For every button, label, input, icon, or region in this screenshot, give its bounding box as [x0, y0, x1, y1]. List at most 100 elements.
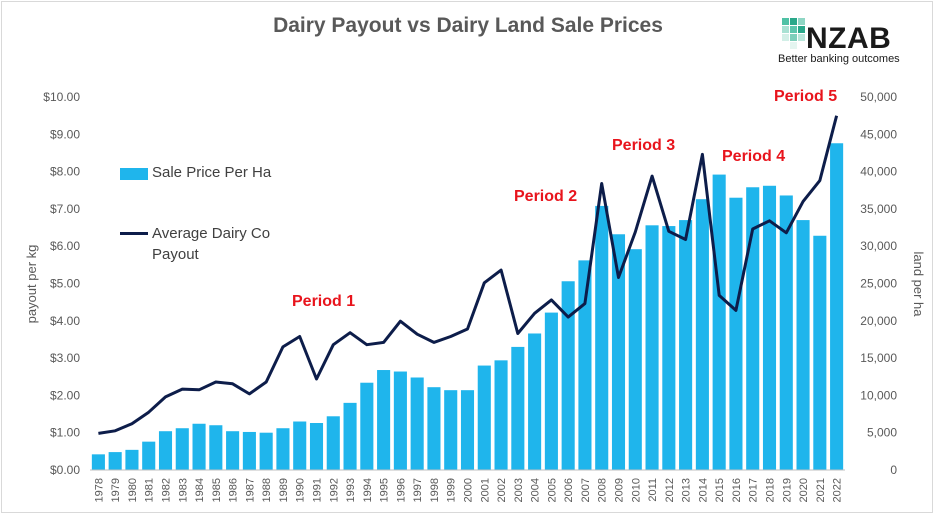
bar-2006 [561, 281, 575, 470]
bar-2019 [779, 195, 793, 471]
bar-1995 [377, 370, 391, 470]
x-tick-label: 2000 [463, 478, 475, 502]
bar-1983 [175, 428, 189, 470]
right-tick-label: 15,000 [860, 351, 897, 365]
x-tick-label: 2021 [815, 478, 827, 502]
left-tick-label: $3.00 [50, 351, 80, 365]
x-tick-label: 2005 [546, 478, 558, 502]
x-tick-label: 1988 [261, 478, 273, 502]
bar-2004 [528, 333, 542, 470]
bar-1989 [276, 428, 290, 470]
x-tick-label: 1999 [446, 478, 458, 502]
bar-1985 [209, 425, 223, 470]
right-tick-label: 20,000 [860, 314, 897, 328]
bar-1988 [259, 432, 273, 470]
bar-2020 [796, 220, 810, 470]
x-tick-label: 1984 [194, 478, 206, 502]
bar-1980 [125, 449, 139, 470]
x-tick-label: 1978 [93, 478, 105, 502]
x-tick-label: 1997 [412, 478, 424, 502]
bar-2014 [695, 199, 709, 470]
bar-1998 [427, 387, 441, 470]
x-tick-label: 1982 [161, 478, 173, 502]
bar-2012 [662, 226, 676, 470]
annotation-period-1: Period 1 [292, 293, 356, 310]
left-tick-label: $9.00 [50, 127, 80, 141]
x-tick-label: 2019 [781, 478, 793, 502]
x-tick-label: 1985 [211, 478, 223, 502]
x-tick-label: 1991 [312, 478, 324, 502]
x-tick-label: 2014 [697, 478, 709, 502]
left-tick-label: $7.00 [50, 202, 80, 216]
x-tick-label: 1995 [379, 478, 391, 502]
bar-series [91, 143, 844, 471]
left-tick-label: $8.00 [50, 165, 80, 179]
nzab-logo [782, 18, 805, 49]
bar-2018 [762, 185, 777, 471]
x-tick-label: 2008 [597, 478, 609, 502]
x-tick-label: 2007 [580, 478, 592, 502]
bar-2016 [729, 197, 743, 470]
annotation-period-5: Period 5 [774, 88, 838, 105]
x-tick-label: 1992 [328, 478, 340, 502]
bar-2008 [595, 205, 609, 470]
left-axis-title: payout per kg [24, 245, 39, 324]
right-tick-label: 10,000 [860, 388, 897, 402]
x-tick-label: 1993 [345, 478, 357, 502]
x-tick-label: 1990 [295, 478, 307, 502]
bar-1994 [360, 382, 374, 470]
logo-tagline: Better banking outcomes [778, 53, 900, 65]
axes: $0.00 $1.00 $2.00 $3.00 $4.00 $5.00 $6.00 $7.00… [24, 90, 926, 502]
x-tick-label: 1980 [127, 478, 139, 502]
bar-1993 [343, 402, 357, 470]
bar-2007 [578, 260, 592, 470]
x-tick-label: 1987 [244, 478, 256, 502]
bar-1979 [108, 452, 122, 470]
x-tick-label: 1996 [395, 478, 407, 502]
x-tick-label: 1979 [110, 478, 122, 502]
x-tick-label: 1981 [144, 478, 156, 502]
bar-1984 [192, 423, 206, 470]
legend-swatch-bars [120, 168, 148, 180]
bar-1981 [142, 441, 156, 470]
bar-2010 [628, 249, 642, 470]
right-tick-label: 0 [890, 463, 897, 477]
left-tick-label: $1.00 [50, 426, 80, 440]
x-tick-label: 2018 [765, 478, 777, 502]
annotation-period-3: Period 3 [612, 137, 676, 154]
bar-1999 [444, 390, 458, 470]
bar-2003 [511, 346, 525, 470]
bar-1991 [309, 423, 324, 470]
bar-1978 [91, 454, 105, 470]
bar-1986 [226, 431, 240, 470]
bar-2021 [813, 235, 827, 470]
chart-title: Dairy Payout vs Dairy Land Sale Prices [273, 14, 663, 37]
left-tick-label: $0.00 [50, 463, 80, 477]
legend-swatch-line [120, 232, 148, 235]
logo-mosaic-icon [782, 18, 805, 49]
bar-2005 [544, 312, 558, 470]
logo-wordmark: NZAB [806, 22, 892, 55]
right-tick-label: 30,000 [860, 239, 897, 253]
right-tick-label: 5,000 [867, 426, 897, 440]
x-tick-label: 2013 [681, 478, 693, 502]
x-tick-label: 2016 [731, 478, 743, 502]
x-tick-label: 1989 [278, 478, 290, 502]
x-tick-label: 2011 [647, 478, 659, 502]
x-tick-label: 2020 [798, 478, 810, 502]
bar-2017 [746, 187, 760, 471]
bar-1997 [410, 377, 424, 470]
x-tick-label: 2010 [630, 478, 642, 502]
bar-2001 [477, 365, 491, 470]
right-tick-label: 50,000 [860, 90, 897, 104]
right-axis-title: land per ha [911, 251, 926, 317]
bar-1982 [158, 431, 173, 470]
bar-2011 [645, 225, 659, 470]
x-tick-label: 2006 [563, 478, 575, 502]
x-tick-label: 1998 [429, 478, 441, 502]
legend-label-bars: Sale Price Per Ha [152, 164, 272, 181]
left-tick-label: $5.00 [50, 277, 80, 291]
x-tick-label: 2012 [664, 478, 676, 502]
bar-1990 [293, 421, 307, 470]
bar-1992 [326, 416, 340, 470]
